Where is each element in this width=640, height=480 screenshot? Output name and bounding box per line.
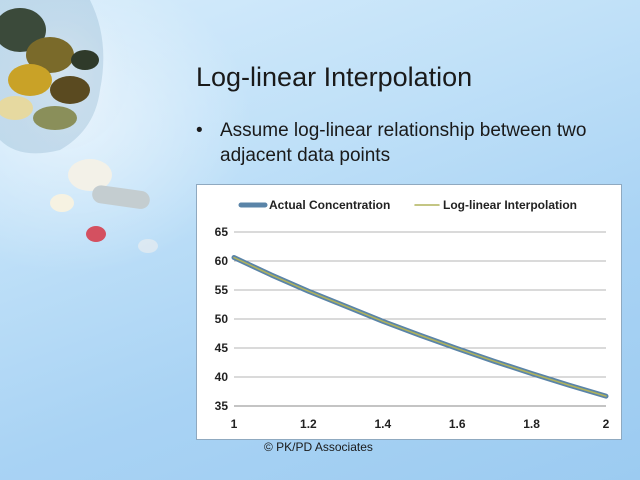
x-tick-label: 1.8 bbox=[523, 417, 540, 431]
legend-label: Actual Concentration bbox=[269, 198, 390, 212]
y-tick-label: 40 bbox=[215, 370, 229, 384]
x-tick-label: 1.6 bbox=[449, 417, 466, 431]
line-chart: Actual Concentration Log-linear Interpola… bbox=[215, 198, 610, 431]
x-axis-ticks: 1 1.2 1.4 1.6 1.8 2 bbox=[231, 417, 610, 431]
series-line-log-linear-interpolation bbox=[233, 256, 607, 397]
y-tick-label: 65 bbox=[215, 225, 229, 239]
series-line-actual-concentration bbox=[231, 255, 609, 399]
y-tick-label: 55 bbox=[215, 283, 229, 297]
x-tick-label: 1.2 bbox=[300, 417, 317, 431]
chart-container: Actual Concentration Log-linear Interpola… bbox=[196, 184, 622, 440]
y-tick-label: 50 bbox=[215, 312, 229, 326]
y-axis-ticks: 65 60 55 50 45 40 35 bbox=[215, 225, 229, 413]
x-tick-label: 1 bbox=[231, 417, 238, 431]
y-tick-label: 35 bbox=[215, 399, 229, 413]
slide-title: Log-linear Interpolation bbox=[196, 62, 473, 92]
chart-legend: Actual Concentration Log-linear Interpola… bbox=[238, 198, 577, 212]
legend-label: Log-linear Interpolation bbox=[443, 198, 577, 212]
copyright-notice: © PK/PD Associates bbox=[264, 440, 373, 454]
pills-photo bbox=[0, 0, 158, 253]
bullet-text: Assume log-linear relationship between t… bbox=[220, 120, 587, 166]
y-tick-label: 45 bbox=[215, 341, 229, 355]
bullet-marker: • bbox=[196, 120, 203, 141]
x-tick-label: 1.4 bbox=[374, 417, 391, 431]
x-tick-label: 2 bbox=[603, 417, 610, 431]
chart-gridlines bbox=[234, 231, 606, 407]
y-tick-label: 60 bbox=[215, 254, 229, 268]
chart-series bbox=[231, 255, 609, 399]
